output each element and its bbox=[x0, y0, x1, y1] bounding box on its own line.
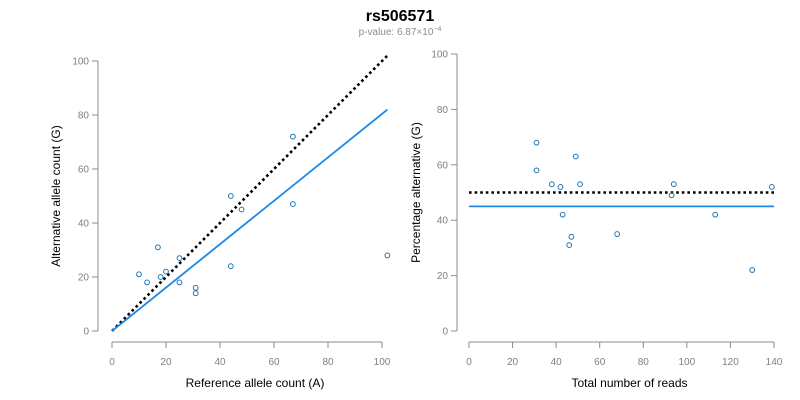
y-tick-label-0-4: 80 bbox=[78, 111, 90, 122]
reference-dotted-line-0 bbox=[111, 54, 389, 332]
x-tick-label-1-2: 40 bbox=[551, 357, 563, 368]
data-point-0-10 bbox=[227, 263, 234, 270]
x-axis-label-1: Total number of reads bbox=[571, 376, 687, 390]
y-tick-label-1-2: 40 bbox=[437, 216, 449, 227]
data-point-1-3 bbox=[557, 184, 564, 190]
data-point-1-0 bbox=[533, 139, 540, 146]
data-point-0-2 bbox=[155, 244, 161, 251]
data-point-1-5 bbox=[566, 242, 573, 249]
y-axis-label-0: Alternative allele count (G) bbox=[49, 125, 63, 266]
data-point-1-7 bbox=[572, 153, 579, 160]
data-point-1-9 bbox=[614, 231, 621, 237]
y-tick-label-1-4: 80 bbox=[437, 105, 449, 116]
y-tick-label-1-1: 20 bbox=[437, 271, 449, 282]
y-tick-label-0-5: 100 bbox=[72, 57, 89, 68]
y-tick-label-1-5: 100 bbox=[431, 50, 448, 61]
x-tick-label-0-3: 60 bbox=[268, 357, 280, 368]
data-point-0-13 bbox=[290, 201, 296, 208]
x-tick-label-1-0: 0 bbox=[466, 357, 472, 368]
x-tick-label-1-3: 60 bbox=[594, 357, 606, 368]
right-scatter-panel: 0 20 40 60 80 100 120 140 0 20 40 60 80 100 Total numb… bbox=[409, 50, 783, 391]
x-tick-label-0-5: 100 bbox=[374, 357, 391, 368]
y-tick-label-0-3: 60 bbox=[78, 165, 90, 176]
data-point-1-12 bbox=[712, 211, 719, 218]
x-tick-label-1-4: 80 bbox=[638, 357, 650, 368]
data-point-1-4 bbox=[559, 211, 566, 218]
x-tick-label-0-2: 40 bbox=[214, 357, 226, 368]
y-tick-label-1-0: 0 bbox=[442, 327, 448, 338]
fit-line-0 bbox=[111, 108, 388, 332]
data-point-1-1 bbox=[533, 167, 540, 174]
x-tick-label-1-6: 120 bbox=[722, 357, 739, 368]
y-tick-label-0-0: 0 bbox=[83, 327, 89, 338]
data-point-1-11 bbox=[670, 181, 677, 188]
data-point-1-14 bbox=[768, 184, 775, 190]
data-point-0-12 bbox=[290, 133, 296, 140]
data-point-0-9 bbox=[227, 193, 234, 199]
y-axis-label-1: Percentage alternative (G) bbox=[409, 122, 423, 263]
x-tick-label-0-1: 20 bbox=[160, 357, 172, 368]
data-point-0-1 bbox=[144, 279, 151, 286]
x-tick-label-1-7: 140 bbox=[766, 357, 783, 368]
p-value-text: p-value: 6.87×10 bbox=[359, 27, 434, 38]
data-point-0-7 bbox=[192, 284, 199, 291]
data-point-1-10 bbox=[668, 192, 675, 199]
data-point-0-4 bbox=[163, 268, 169, 275]
data-point-0-5 bbox=[176, 255, 183, 262]
data-point-0-11 bbox=[238, 206, 245, 213]
data-point-0-3 bbox=[157, 274, 164, 280]
y-tick-label-1-3: 60 bbox=[437, 160, 449, 171]
x-tick-label-1-5: 100 bbox=[679, 357, 696, 368]
y-tick-label-0-1: 20 bbox=[78, 273, 90, 284]
x-axis-label-0: Reference allele count (A) bbox=[186, 376, 325, 390]
p-value-subtitle: p-value: 6.87×10−4 bbox=[359, 26, 442, 38]
x-tick-label-0-4: 80 bbox=[322, 357, 334, 368]
data-point-1-8 bbox=[577, 181, 584, 188]
data-point-0-14 bbox=[384, 252, 391, 259]
left-scatter-panel: 0 20 40 60 80 100 0 20 40 60 80 100 Reference allele… bbox=[49, 54, 391, 390]
x-tick-label-0-0: 0 bbox=[109, 357, 115, 368]
data-point-1-6 bbox=[568, 233, 575, 240]
data-point-0-0 bbox=[136, 271, 142, 278]
x-tick-label-1-1: 20 bbox=[507, 357, 519, 368]
data-point-1-2 bbox=[548, 181, 555, 188]
data-point-1-13 bbox=[749, 267, 756, 273]
y-tick-label-0-2: 40 bbox=[78, 219, 90, 230]
p-value-exponent: −4 bbox=[433, 26, 441, 33]
data-point-0-8 bbox=[192, 290, 199, 297]
data-point-0-6 bbox=[176, 279, 183, 286]
chart-title: rs506571 bbox=[366, 8, 435, 25]
